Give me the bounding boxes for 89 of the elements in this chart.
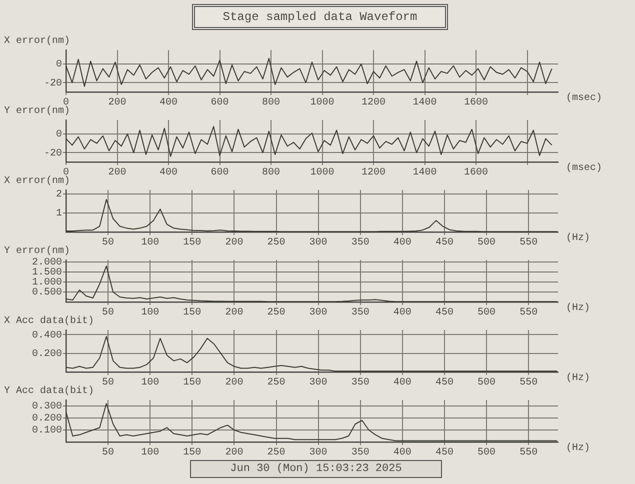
y-tick-label: 1.500 [32, 268, 62, 279]
x-tick-label: 250 [267, 308, 286, 319]
y-axis-title: X Acc data(bit) [4, 316, 94, 327]
x-tick-label: 50 [102, 448, 114, 459]
x-tick-label: 400 [393, 378, 412, 389]
x-axis-title: (Hz) [566, 303, 590, 314]
chart-title: Stage sampled data Waveform [192, 4, 448, 30]
x-tick-label: 200 [225, 308, 244, 319]
x-tick-label: 300 [309, 238, 328, 249]
y-tick-label: 0 [56, 60, 62, 71]
x-tick-label: 300 [309, 378, 328, 389]
y-tick-label: 2 [56, 189, 62, 200]
x-tick-label: 200 [225, 448, 244, 459]
x-tick-label: 150 [183, 308, 202, 319]
y-axis-title: X error(nm) [4, 176, 70, 187]
x-axis-title: (Hz) [566, 373, 590, 384]
x-tick-label: 150 [183, 378, 202, 389]
x-tick-label: 400 [393, 238, 412, 249]
x-tick-label: 300 [309, 448, 328, 459]
y-tick-label: 0 [56, 130, 62, 141]
x-tick-label: 1000 [310, 98, 334, 109]
x-tick-label: 150 [183, 238, 202, 249]
x-tick-label: 550 [520, 308, 538, 319]
y-tick-label: 0.500 [32, 288, 62, 299]
x-tick-label: 350 [351, 308, 370, 319]
x-tick-label: 100 [141, 238, 160, 249]
y-tick-label: 0.200 [32, 348, 62, 360]
x-axis-title: (Hz) [566, 233, 590, 244]
y-axis-title: X error(nm) [4, 36, 70, 47]
x-tick-label: 100 [141, 308, 160, 319]
x-tick-label: 500 [478, 308, 496, 319]
y-axis-title: Y error(nm) [4, 246, 70, 257]
x-tick-label: 300 [309, 308, 328, 319]
x-tick-label: 550 [520, 448, 538, 459]
y-tick-label: 1 [56, 208, 62, 220]
x-tick-label: 450 [435, 238, 454, 249]
y-tick-label: 0.200 [32, 414, 62, 425]
x-tick-label: 200 [225, 238, 244, 249]
x-tick-label: 600 [210, 168, 229, 179]
x-tick-label: 1200 [361, 168, 386, 179]
x-tick-label: 1200 [361, 98, 386, 109]
x-tick-label: 350 [351, 448, 370, 459]
x-tick-label: 450 [435, 308, 454, 319]
y-axis-title: Y Acc data(bit) [4, 386, 94, 397]
y-tick-label: -20 [44, 78, 62, 90]
y-tick-label: 0.400 [32, 330, 62, 342]
x-tick-label: 150 [183, 448, 202, 459]
x-tick-label: 200 [225, 378, 244, 389]
y-tick-label: 2.000 [32, 258, 62, 269]
x-tick-label: 1400 [412, 98, 437, 109]
x-tick-label: 450 [435, 448, 454, 459]
y-tick-label: 1.000 [32, 278, 62, 289]
x-tick-label: 50 [102, 378, 114, 389]
y-tick-label: 0.100 [32, 426, 62, 437]
x-tick-label: 1600 [464, 98, 488, 109]
x-tick-label: 250 [267, 378, 286, 389]
x-tick-label: 500 [478, 238, 496, 249]
x-tick-label: 800 [262, 168, 280, 179]
text: Jun 30 (Mon) 15:03:23 2025 [190, 460, 442, 478]
x-tick-label: 50 [102, 238, 114, 249]
x-tick-label: 550 [520, 238, 538, 249]
x-tick-label: 200 [108, 168, 126, 179]
x-axis-title: (msec) [566, 93, 602, 104]
x-tick-label: 400 [393, 448, 412, 459]
x-axis-title: (msec) [566, 163, 602, 174]
x-tick-label: 50 [102, 308, 114, 319]
x-tick-label: 600 [210, 98, 229, 109]
x-tick-label: 400 [159, 168, 178, 179]
x-axis-title: (Hz) [566, 443, 590, 454]
x-tick-label: 100 [141, 378, 160, 389]
x-tick-label: 1000 [310, 168, 334, 179]
y-tick-label: 0.300 [32, 402, 62, 413]
x-tick-label: 200 [108, 98, 126, 109]
x-tick-label: 250 [267, 448, 286, 459]
x-tick-label: 1600 [464, 168, 488, 179]
x-tick-label: 400 [393, 308, 412, 319]
x-tick-label: 550 [520, 378, 538, 389]
y-tick-label: -20 [44, 148, 62, 160]
x-tick-label: 800 [262, 98, 280, 109]
x-tick-label: 500 [478, 448, 496, 459]
y-axis-title: Y error(nm) [4, 106, 70, 117]
x-tick-label: 100 [141, 448, 160, 459]
x-tick-label: 350 [351, 238, 370, 249]
x-tick-label: 250 [267, 238, 286, 249]
x-tick-label: 1400 [412, 168, 437, 179]
x-tick-label: 500 [478, 378, 496, 389]
x-tick-label: 350 [351, 378, 370, 389]
x-tick-label: 400 [159, 98, 178, 109]
x-tick-label: 450 [435, 378, 454, 389]
